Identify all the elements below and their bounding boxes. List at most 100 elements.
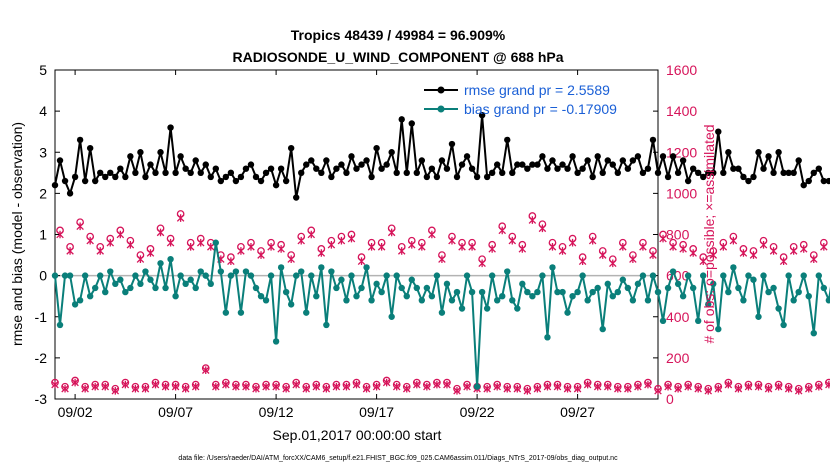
rmse-point <box>574 169 581 177</box>
rmse-point <box>509 169 516 177</box>
obs-assimilated-point <box>764 384 773 393</box>
legend-bias-label: bias grand pr = -0.17909 <box>464 101 617 117</box>
obs-assimilated-point <box>307 230 316 239</box>
rmse-point <box>368 173 375 181</box>
rmse-point <box>609 161 616 168</box>
rmse-point <box>298 169 305 177</box>
rmse-point <box>388 149 395 156</box>
rmse-point <box>242 165 250 172</box>
rmse-point <box>710 169 717 177</box>
bias-point <box>785 272 792 279</box>
bias-point <box>795 288 802 296</box>
obs-assimilated-point <box>312 382 321 391</box>
obs-assimilated-point <box>719 243 728 251</box>
obs-assimilated-point <box>96 247 104 255</box>
bias-point <box>730 264 737 271</box>
obs-assimilated-point <box>603 382 612 391</box>
rmse-point <box>227 169 235 177</box>
rmse-point <box>785 169 792 177</box>
obs-assimilated-point <box>789 247 798 255</box>
obs-assimilated-point <box>222 380 230 389</box>
obs-assimilated-point <box>196 238 205 247</box>
rmse-point <box>71 173 79 181</box>
bias-point <box>810 330 817 337</box>
rmse-point <box>664 173 672 181</box>
rmse-point <box>217 177 225 185</box>
bias-point <box>624 284 632 292</box>
obs-assimilated-point <box>247 243 255 251</box>
bias-point <box>51 272 59 279</box>
obs-assimilated-point <box>111 386 120 395</box>
bias-point <box>192 284 199 292</box>
bias-point <box>770 284 777 292</box>
obs-assimilated-point <box>689 249 697 257</box>
y-right-tick-label: 400 <box>666 309 690 325</box>
obs-assimilated-point <box>503 384 512 393</box>
rmse-point <box>262 169 270 177</box>
rmse-point <box>157 149 164 156</box>
bias-point <box>363 264 370 271</box>
bias-point <box>207 280 214 288</box>
y-left-tick-label: 4 <box>39 103 47 119</box>
bias-point <box>398 284 405 292</box>
obs-assimilated-point <box>493 382 501 391</box>
bias-point <box>252 284 260 292</box>
obs-assimilated-point <box>277 245 285 253</box>
obs-assimilated-point <box>453 386 461 395</box>
rmse-point <box>549 157 556 164</box>
obs-assimilated-point <box>518 245 527 253</box>
rmse-point <box>735 165 742 172</box>
obs-assimilated-point <box>614 384 622 393</box>
bias-point <box>333 284 340 292</box>
obs-assimilated-point <box>799 245 808 253</box>
rmse-point <box>282 177 290 185</box>
obs-assimilated-point <box>769 247 778 255</box>
rmse-point <box>333 165 340 172</box>
obs-assimilated-point <box>433 380 441 389</box>
rmse-point <box>619 157 627 164</box>
rmse-point <box>539 153 546 160</box>
bias-point <box>539 272 546 279</box>
bias-point <box>544 334 551 341</box>
rmse-point <box>428 165 436 172</box>
obs-assimilated-point <box>443 380 451 389</box>
bias-point <box>298 268 305 275</box>
obs-assimilated-point <box>141 384 150 393</box>
obs-assimilated-point <box>649 251 657 259</box>
obs-assimilated-point <box>699 257 707 266</box>
obs-assimilated-point <box>573 384 582 393</box>
bias-point <box>373 280 380 288</box>
obs-assimilated-point <box>694 384 702 393</box>
obs-assimilated-point <box>759 240 768 249</box>
bias-point <box>659 317 667 325</box>
obs-assimilated-point <box>583 380 592 389</box>
obs-assimilated-point <box>327 240 336 249</box>
rmse-point <box>674 169 682 177</box>
obs-assimilated-point <box>820 243 828 251</box>
bias-point <box>705 301 712 308</box>
bias-point <box>313 292 320 300</box>
rmse-point <box>383 161 390 168</box>
obs-assimilated-point <box>176 214 185 222</box>
obs-assimilated-point <box>257 251 265 259</box>
obs-assimilated-point <box>56 230 64 239</box>
obs-assimilated-point <box>382 378 391 387</box>
rmse-point <box>348 153 355 160</box>
legend-bias-marker <box>437 105 445 113</box>
rmse-point <box>700 173 707 181</box>
bias-point <box>71 301 79 308</box>
obs-assimilated-point <box>468 243 476 251</box>
obs-assimilated-point <box>609 259 617 268</box>
rmse-point <box>815 165 822 172</box>
rmse-point <box>760 165 767 172</box>
obs-assimilated-point <box>357 257 366 266</box>
obs-assimilated-point <box>548 243 557 251</box>
x-axis-label: Sep.01,2017 00:00:00 start <box>273 427 442 443</box>
obs-assimilated-point <box>347 234 356 243</box>
obs-assimilated-point <box>322 384 331 393</box>
obs-count-series <box>51 210 830 395</box>
obs-assimilated-point <box>76 222 84 231</box>
rmse-point <box>669 153 677 160</box>
bias-point <box>428 292 436 300</box>
